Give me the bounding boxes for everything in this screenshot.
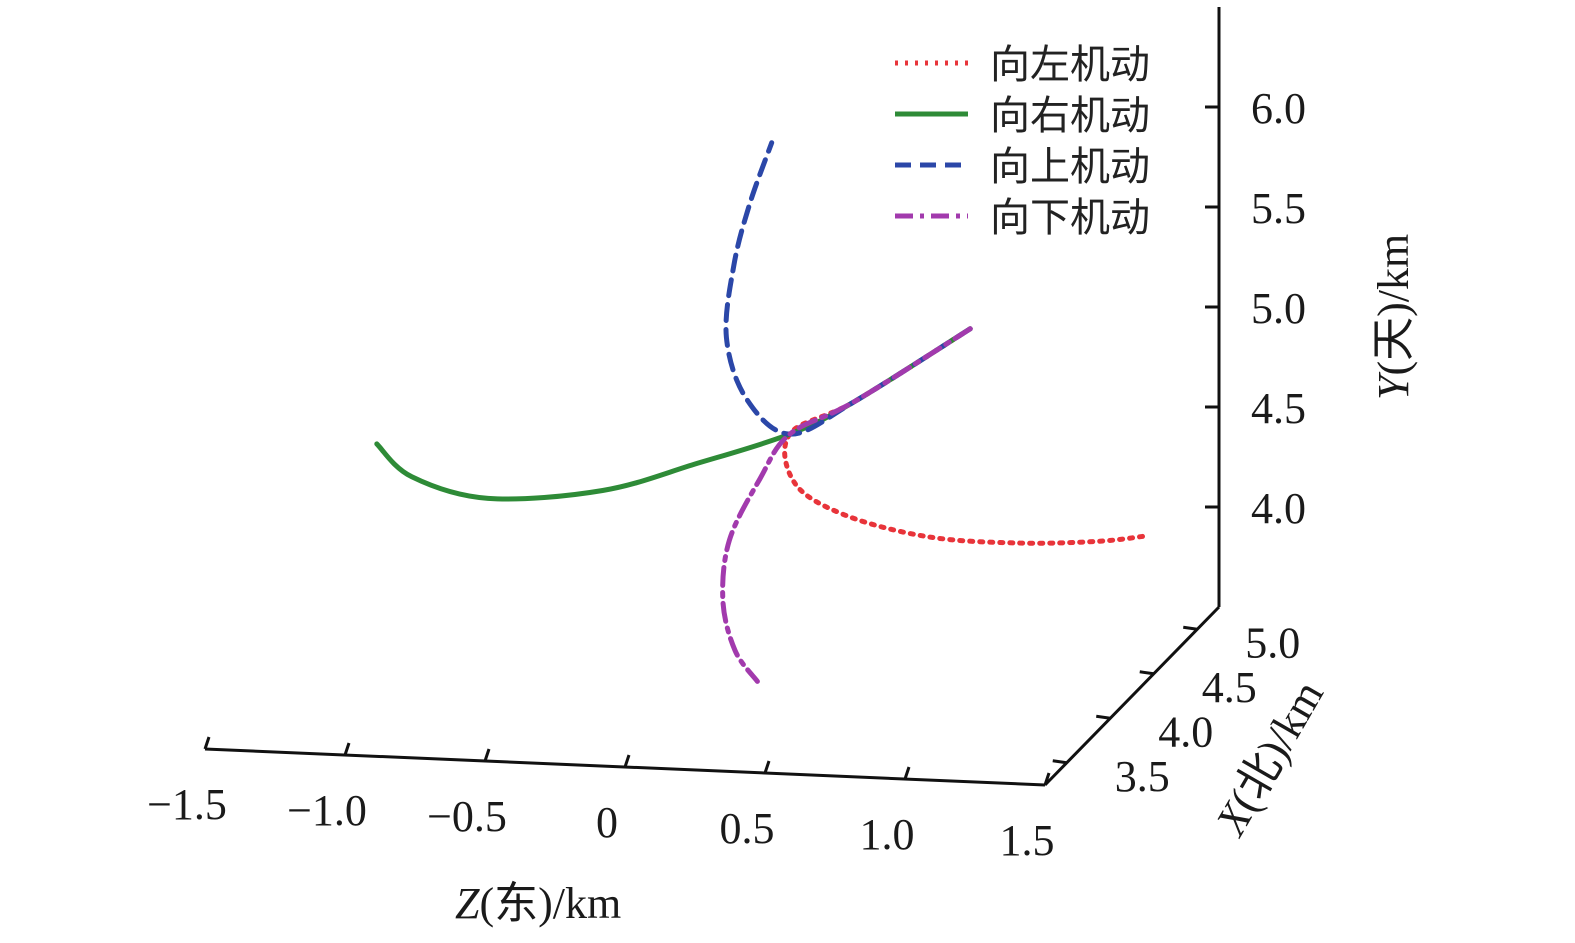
x-tick-label: 5.0 <box>1245 618 1300 667</box>
series-line-3 <box>720 326 973 684</box>
legend-label-2: 向上机动 <box>990 144 1150 190</box>
y-tick-label: 4.0 <box>1251 484 1306 533</box>
series-line-0 <box>782 326 1146 546</box>
axes: −1.5 −1.0 −0.5 0 0.5 1.0 1.53.54.04.55.04.04.5… <box>147 7 1306 865</box>
y-tick-label: 5.0 <box>1251 284 1306 333</box>
z-tick-label: 0 <box>596 798 618 847</box>
z-tick <box>343 742 351 756</box>
z-tick-label: −1.5 <box>147 780 227 829</box>
z-tick <box>1043 772 1051 786</box>
z-tick <box>483 748 491 762</box>
x-tick <box>1183 625 1198 631</box>
x-tick-label: 3.5 <box>1115 752 1170 801</box>
legend-label-0: 向左机动 <box>990 42 1150 88</box>
y-axis-title: Y(天)/km <box>1369 234 1418 400</box>
z-tick-label: 1.0 <box>860 810 915 859</box>
z-tick <box>763 760 771 774</box>
z-axis-title: Z(东)/km <box>455 879 621 928</box>
y-tick-label: 5.5 <box>1251 184 1306 233</box>
z-tick-label: 1.5 <box>1000 816 1055 865</box>
y-tick-label: 6.0 <box>1251 84 1306 133</box>
z-tick-label: −1.0 <box>287 786 367 835</box>
series-line-1 <box>374 326 973 502</box>
y-tick-label: 4.5 <box>1251 384 1306 433</box>
x-tick <box>1139 670 1154 676</box>
z-tick-label: 0.5 <box>720 804 775 853</box>
x-tick-label: 4.0 <box>1158 707 1213 756</box>
x-tick-label: 4.5 <box>1202 663 1257 712</box>
x-axis-line <box>1043 605 1221 787</box>
z-tick <box>203 736 211 750</box>
series-layer <box>374 140 1146 684</box>
series-line-2 <box>723 140 973 437</box>
x-tick <box>1096 714 1111 720</box>
z-tick <box>623 754 631 768</box>
z-tick-label: −0.5 <box>427 792 507 841</box>
x-tick <box>1052 759 1067 765</box>
legend-label-3: 向下机动 <box>990 195 1150 241</box>
z-tick <box>903 766 911 780</box>
legend-label-1: 向右机动 <box>990 93 1150 139</box>
